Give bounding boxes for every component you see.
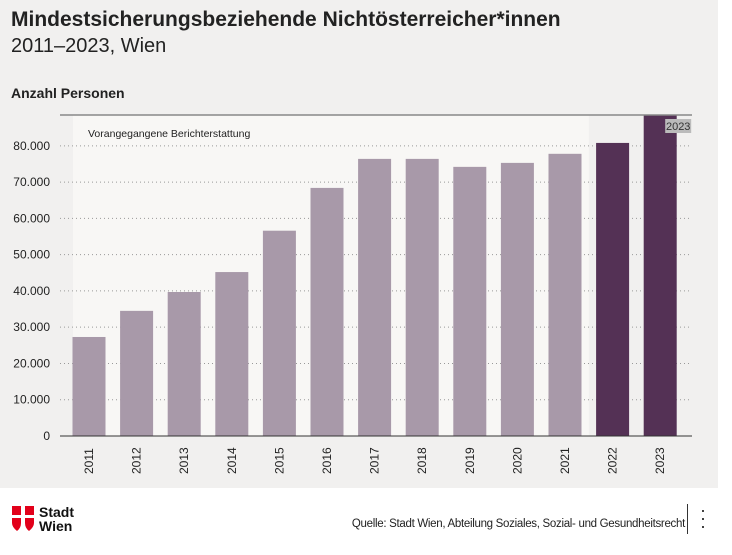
y-tick-label: 10.000 [13,393,50,407]
bar-2020 [500,162,534,436]
bar-2023 [643,115,677,436]
y-tick-label: 70.000 [13,175,50,189]
bar-2012 [120,310,154,436]
bar-2022 [596,142,630,436]
y-tick-label: 60.000 [13,211,50,225]
vienna-shield-icon [12,506,34,531]
logo-line1: Stadt [39,504,74,520]
bar-2016 [310,187,344,436]
x-tick-label: 2022 [606,447,620,474]
x-tick-label: 2023 [653,447,667,474]
chart-subtitle: 2011–2023, Wien [11,35,167,57]
bar-2011 [72,336,106,436]
y-tick-label: 50.000 [13,248,50,262]
highlight-region-label: Vorangegangene Berichterstattung [88,128,250,140]
y-tick-label: 80.000 [13,139,50,153]
stadt-wien-logo[interactable]: Stadt Wien [12,505,74,533]
divider [687,504,688,534]
x-tick-label: 2015 [272,447,286,474]
bar-2019 [453,166,487,436]
y-tick-label: 0 [43,429,50,443]
bar-2018 [405,158,439,437]
x-tick-label: 2018 [415,447,429,474]
x-tick-label: 2013 [177,447,191,474]
x-tick-label: 2016 [320,447,334,474]
x-tick-label: 2019 [463,447,477,474]
logo-line2: Wien [39,518,73,534]
x-tick-label: 2021 [558,447,572,474]
bar-2013 [167,292,201,436]
value-label: 2023 [666,121,690,133]
bar-2015 [262,230,296,436]
value-label-bg [665,119,692,133]
bar-2017 [358,158,392,437]
more-vertical-icon[interactable]: · · · [700,500,706,536]
y-tick-label: 40.000 [13,284,50,298]
x-tick-label: 2012 [130,447,144,474]
x-tick-label: 2020 [510,447,524,474]
bar-chart: Vorangegangene Berichterstattung 0 10.000 2… [13,114,692,474]
y-axis-label: Anzahl Personen [11,85,125,101]
bar-2021 [548,153,582,436]
x-tick-label: 2014 [225,447,239,474]
x-tick-label: 2011 [82,448,96,474]
y-tick-label: 30.000 [13,320,50,334]
y-tick-label: 20.000 [13,356,50,370]
x-tick-label: 2017 [368,447,382,474]
chart-title: Mindestsicherungsbeziehende Nichtösterre… [11,8,561,31]
bar-2014 [215,272,249,436]
source-note: Quelle: Stadt Wien, Abteilung Soziales, … [351,518,685,530]
